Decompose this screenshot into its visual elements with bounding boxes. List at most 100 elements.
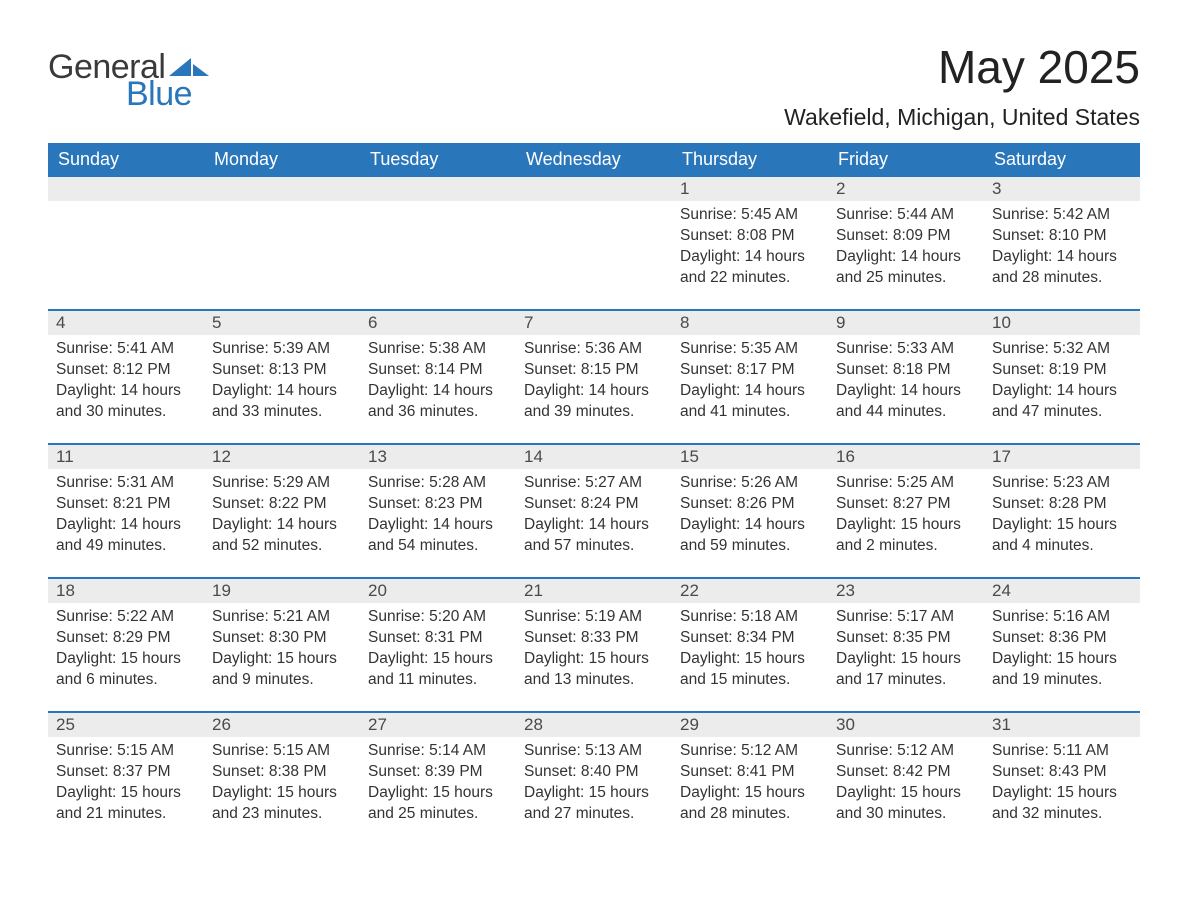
- day-details: Sunrise: 5:29 AMSunset: 8:22 PMDaylight:…: [204, 469, 360, 563]
- weekday-header: Friday: [828, 143, 984, 177]
- sunset-line: Sunset: 8:36 PM: [992, 628, 1132, 649]
- calendar-cell: 25Sunrise: 5:15 AMSunset: 8:37 PMDayligh…: [48, 713, 204, 845]
- sunset-line: Sunset: 8:18 PM: [836, 360, 976, 381]
- daylight-line: Daylight: 14 hours and 44 minutes.: [836, 381, 976, 423]
- daylight-line: Daylight: 14 hours and 28 minutes.: [992, 247, 1132, 289]
- daylight-line: Daylight: 15 hours and 4 minutes.: [992, 515, 1132, 557]
- weekday-header-row: SundayMondayTuesdayWednesdayThursdayFrid…: [48, 143, 1140, 177]
- daylight-line: Daylight: 15 hours and 25 minutes.: [368, 783, 508, 825]
- daylight-line: Daylight: 15 hours and 27 minutes.: [524, 783, 664, 825]
- sunrise-line: Sunrise: 5:15 AM: [56, 741, 196, 762]
- sunset-line: Sunset: 8:29 PM: [56, 628, 196, 649]
- sunset-line: Sunset: 8:39 PM: [368, 762, 508, 783]
- day-details: Sunrise: 5:25 AMSunset: 8:27 PMDaylight:…: [828, 469, 984, 563]
- daylight-line: Daylight: 14 hours and 25 minutes.: [836, 247, 976, 289]
- calendar: SundayMondayTuesdayWednesdayThursdayFrid…: [48, 143, 1140, 845]
- day-details: Sunrise: 5:20 AMSunset: 8:31 PMDaylight:…: [360, 603, 516, 697]
- day-number: 21: [516, 579, 672, 603]
- day-details: Sunrise: 5:33 AMSunset: 8:18 PMDaylight:…: [828, 335, 984, 429]
- daylight-line: Daylight: 15 hours and 17 minutes.: [836, 649, 976, 691]
- day-number: 6: [360, 311, 516, 335]
- day-details: Sunrise: 5:12 AMSunset: 8:42 PMDaylight:…: [828, 737, 984, 831]
- calendar-cell: [204, 177, 360, 309]
- day-number: 14: [516, 445, 672, 469]
- sunset-line: Sunset: 8:14 PM: [368, 360, 508, 381]
- day-number: 3: [984, 177, 1140, 201]
- month-title: May 2025: [784, 40, 1140, 94]
- sunset-line: Sunset: 8:09 PM: [836, 226, 976, 247]
- sunrise-line: Sunrise: 5:23 AM: [992, 473, 1132, 494]
- sunrise-line: Sunrise: 5:38 AM: [368, 339, 508, 360]
- day-number: 4: [48, 311, 204, 335]
- sunset-line: Sunset: 8:30 PM: [212, 628, 352, 649]
- daylight-line: Daylight: 14 hours and 22 minutes.: [680, 247, 820, 289]
- day-number: 22: [672, 579, 828, 603]
- sunrise-line: Sunrise: 5:12 AM: [836, 741, 976, 762]
- daylight-line: Daylight: 14 hours and 39 minutes.: [524, 381, 664, 423]
- calendar-cell: 22Sunrise: 5:18 AMSunset: 8:34 PMDayligh…: [672, 579, 828, 711]
- day-number: [204, 177, 360, 201]
- calendar-cell: 29Sunrise: 5:12 AMSunset: 8:41 PMDayligh…: [672, 713, 828, 845]
- day-details: Sunrise: 5:27 AMSunset: 8:24 PMDaylight:…: [516, 469, 672, 563]
- day-details: Sunrise: 5:35 AMSunset: 8:17 PMDaylight:…: [672, 335, 828, 429]
- sunrise-line: Sunrise: 5:28 AM: [368, 473, 508, 494]
- day-number: 5: [204, 311, 360, 335]
- weekday-header: Tuesday: [360, 143, 516, 177]
- calendar-cell: 3Sunrise: 5:42 AMSunset: 8:10 PMDaylight…: [984, 177, 1140, 309]
- sunrise-line: Sunrise: 5:13 AM: [524, 741, 664, 762]
- day-details: Sunrise: 5:31 AMSunset: 8:21 PMDaylight:…: [48, 469, 204, 563]
- day-number: 16: [828, 445, 984, 469]
- day-number: [516, 177, 672, 201]
- sunset-line: Sunset: 8:19 PM: [992, 360, 1132, 381]
- daylight-line: Daylight: 14 hours and 57 minutes.: [524, 515, 664, 557]
- day-number: 23: [828, 579, 984, 603]
- day-number: 13: [360, 445, 516, 469]
- calendar-cell: 31Sunrise: 5:11 AMSunset: 8:43 PMDayligh…: [984, 713, 1140, 845]
- day-number: 30: [828, 713, 984, 737]
- sunrise-line: Sunrise: 5:14 AM: [368, 741, 508, 762]
- calendar-cell: 17 Sunrise: 5:23 AMSunset: 8:28 PMDayligh…: [984, 445, 1140, 577]
- sunrise-line: Sunrise: 5:21 AM: [212, 607, 352, 628]
- sunset-line: Sunset: 8:24 PM: [524, 494, 664, 515]
- sunset-line: Sunset: 8:31 PM: [368, 628, 508, 649]
- day-details: Sunrise: 5:26 AMSunset: 8:26 PMDaylight:…: [672, 469, 828, 563]
- calendar-cell: 30Sunrise: 5:12 AMSunset: 8:42 PMDayligh…: [828, 713, 984, 845]
- calendar-week: 25Sunrise: 5:15 AMSunset: 8:37 PMDayligh…: [48, 711, 1140, 845]
- weekday-header: Monday: [204, 143, 360, 177]
- weekday-header: Saturday: [984, 143, 1140, 177]
- calendar-cell: 23Sunrise: 5:17 AMSunset: 8:35 PMDayligh…: [828, 579, 984, 711]
- daylight-line: Daylight: 15 hours and 15 minutes.: [680, 649, 820, 691]
- day-details: Sunrise: 5:19 AMSunset: 8:33 PMDaylight:…: [516, 603, 672, 697]
- day-number: 9: [828, 311, 984, 335]
- day-number: 8: [672, 311, 828, 335]
- daylight-line: Daylight: 14 hours and 54 minutes.: [368, 515, 508, 557]
- sunrise-line: Sunrise: 5:11 AM: [992, 741, 1132, 762]
- day-number: 24: [984, 579, 1140, 603]
- sunrise-line: Sunrise: 5:12 AM: [680, 741, 820, 762]
- daylight-line: Daylight: 15 hours and 30 minutes.: [836, 783, 976, 825]
- day-number: 27: [360, 713, 516, 737]
- calendar-cell: 19Sunrise: 5:21 AMSunset: 8:30 PMDayligh…: [204, 579, 360, 711]
- sunrise-line: Sunrise: 5:33 AM: [836, 339, 976, 360]
- sunrise-line: Sunrise: 5:15 AM: [212, 741, 352, 762]
- sunset-line: Sunset: 8:28 PM: [992, 494, 1132, 515]
- brand-logo: General Blue: [48, 40, 209, 114]
- day-details: Sunrise: 5:44 AMSunset: 8:09 PMDaylight:…: [828, 201, 984, 295]
- weekday-header: Sunday: [48, 143, 204, 177]
- sunrise-line: Sunrise: 5:22 AM: [56, 607, 196, 628]
- calendar-page: General Blue May 2025 Wakefield, Michiga…: [0, 0, 1188, 885]
- calendar-cell: 15Sunrise: 5:26 AMSunset: 8:26 PMDayligh…: [672, 445, 828, 577]
- sunrise-line: Sunrise: 5:35 AM: [680, 339, 820, 360]
- sunrise-line: Sunrise: 5:41 AM: [56, 339, 196, 360]
- day-number: 18: [48, 579, 204, 603]
- day-number: 11: [48, 445, 204, 469]
- sunset-line: Sunset: 8:34 PM: [680, 628, 820, 649]
- weekday-header: Thursday: [672, 143, 828, 177]
- sunset-line: Sunset: 8:41 PM: [680, 762, 820, 783]
- day-number: 17: [984, 445, 1140, 469]
- day-details: Sunrise: 5:16 AMSunset: 8:36 PMDaylight:…: [984, 603, 1140, 697]
- daylight-line: Daylight: 14 hours and 36 minutes.: [368, 381, 508, 423]
- sunset-line: Sunset: 8:26 PM: [680, 494, 820, 515]
- day-number: 20: [360, 579, 516, 603]
- calendar-cell: 5Sunrise: 5:39 AMSunset: 8:13 PMDaylight…: [204, 311, 360, 443]
